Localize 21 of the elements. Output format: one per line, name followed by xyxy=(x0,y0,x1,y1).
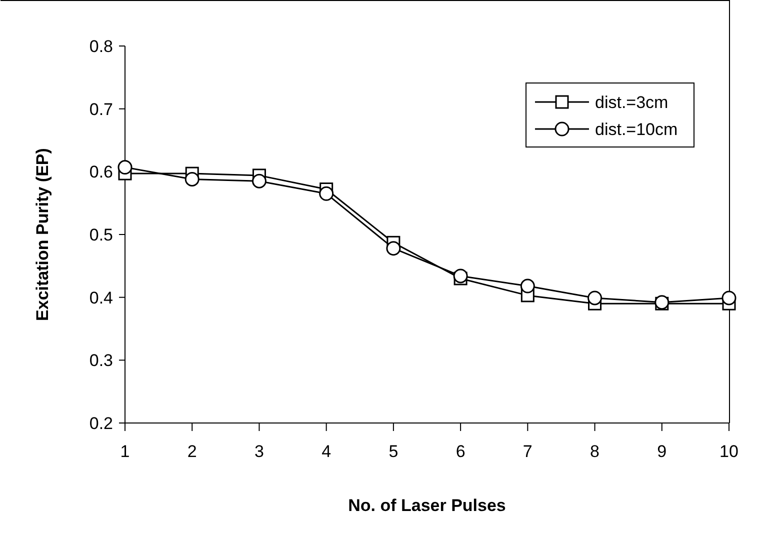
y-tick-label: 0.2 xyxy=(89,414,113,433)
x-axis-title: No. of Laser Pulses xyxy=(348,496,506,515)
legend-label: dist.=3cm xyxy=(595,92,668,112)
y-axis-title: Excitation Purity (EP) xyxy=(33,148,52,321)
x-tick-label: 1 xyxy=(120,442,130,461)
y-tick-label: 0.8 xyxy=(89,36,113,56)
x-tick-label: 6 xyxy=(456,442,466,461)
x-tick-label: 4 xyxy=(322,442,332,461)
y-tick-label: 0.6 xyxy=(89,162,113,182)
x-tick-label: 8 xyxy=(590,442,600,461)
y-tick-label: 0.7 xyxy=(89,100,113,119)
y-tick-label: 0.3 xyxy=(89,351,113,370)
x-tick-label: 10 xyxy=(720,442,738,461)
x-tick-label: 9 xyxy=(657,442,667,461)
x-tick-label: 2 xyxy=(187,442,197,461)
y-tick-label: 0.4 xyxy=(89,288,113,308)
x-tick-label: 7 xyxy=(522,442,532,461)
y-tick-label: 0.5 xyxy=(89,225,113,244)
x-tick-label: 3 xyxy=(254,442,264,461)
legend-label: dist.=10cm xyxy=(595,120,678,139)
x-tick-label: 5 xyxy=(388,442,398,461)
